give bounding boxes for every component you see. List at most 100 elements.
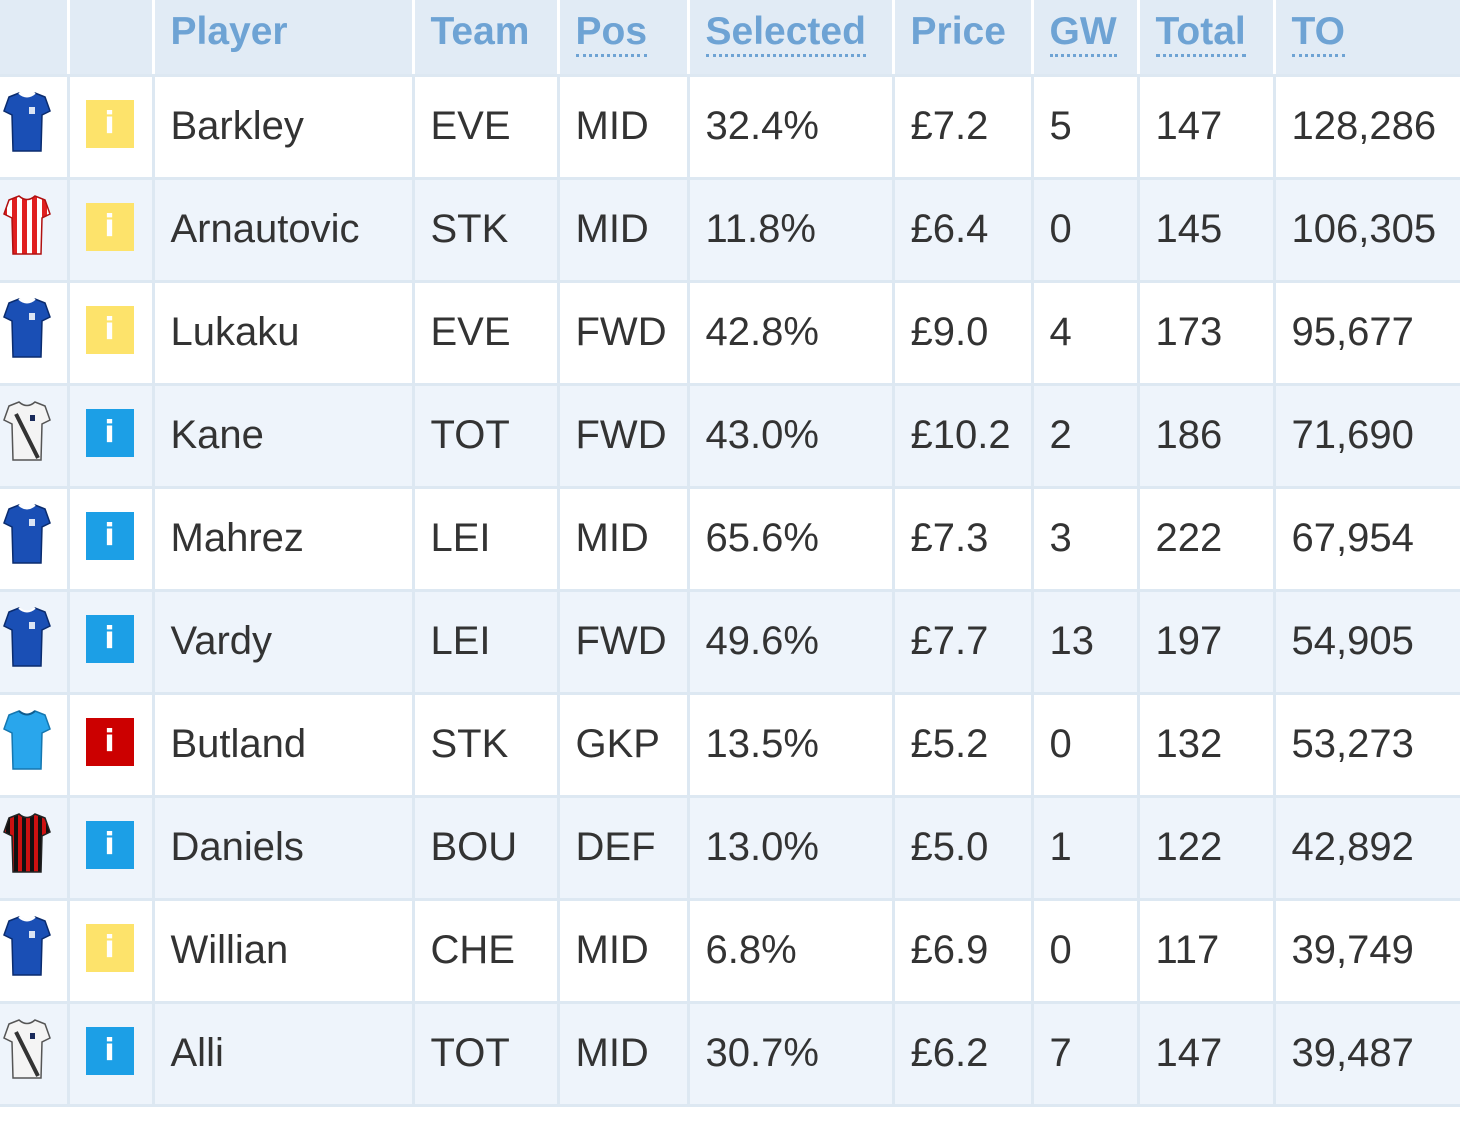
- team-code: LEI: [411, 590, 558, 695]
- table-row: i Vardy LEI FWD 49.6% £7.7 13 197 54,905: [0, 590, 1460, 695]
- player-name[interactable]: Kane: [151, 384, 413, 489]
- position: FWD: [556, 281, 688, 386]
- player-name[interactable]: Mahrez: [151, 487, 413, 592]
- info-icon[interactable]: i: [85, 1026, 134, 1075]
- shirt-cell: [0, 590, 68, 695]
- shirt-cell: [0, 384, 68, 489]
- info-icon[interactable]: i: [85, 717, 134, 766]
- position: MID: [556, 899, 688, 1004]
- shirt-cell: [0, 178, 68, 283]
- stoke-shirt-icon: [2, 194, 67, 262]
- player-name[interactable]: Lukaku: [151, 281, 413, 386]
- selected-percent: 65.6%: [686, 487, 893, 592]
- price: £5.0: [891, 796, 1032, 901]
- team-code: LEI: [411, 487, 558, 592]
- player-name[interactable]: Vardy: [151, 590, 413, 695]
- transfers-out: 128,286: [1272, 75, 1460, 180]
- info-icon[interactable]: i: [85, 614, 134, 663]
- gameweek-points: 13: [1030, 590, 1138, 695]
- total-points: 145: [1136, 178, 1274, 283]
- header-price-label: Price: [910, 10, 1006, 53]
- selected-percent: 13.5%: [686, 693, 893, 798]
- price: £5.2: [891, 693, 1032, 798]
- position: FWD: [556, 590, 688, 695]
- sort-gw-link[interactable]: GW: [1049, 10, 1117, 57]
- player-transfers-table: Player Team Pos Selected Price GW Total …: [0, 0, 1460, 1107]
- team-code: STK: [411, 178, 558, 283]
- transfers-out: 53,273: [1272, 693, 1460, 798]
- price: £7.7: [891, 590, 1032, 695]
- header-team: Team: [411, 0, 558, 77]
- position: MID: [556, 178, 688, 283]
- team-code: EVE: [411, 75, 558, 180]
- info-icon[interactable]: i: [85, 202, 134, 251]
- transfers-out: 42,892: [1272, 796, 1460, 901]
- gameweek-points: 0: [1030, 899, 1138, 1004]
- player-name[interactable]: Butland: [151, 693, 413, 798]
- info-icon[interactable]: i: [85, 408, 134, 457]
- tottenham-shirt-icon: [2, 1018, 67, 1086]
- gameweek-points: 4: [1030, 281, 1138, 386]
- info-cell: i: [66, 384, 153, 489]
- player-name[interactable]: Alli: [151, 1002, 413, 1107]
- header-price: Price: [891, 0, 1032, 77]
- selected-percent: 30.7%: [686, 1002, 893, 1107]
- sort-to-link[interactable]: TO: [1291, 10, 1345, 57]
- header-player: Player: [151, 0, 413, 77]
- total-points: 173: [1136, 281, 1274, 386]
- info-cell: i: [66, 178, 153, 283]
- header-to[interactable]: TO: [1272, 0, 1460, 77]
- sort-selected-link[interactable]: Selected: [705, 10, 866, 57]
- shirt-cell: [0, 693, 68, 798]
- info-icon[interactable]: i: [85, 820, 134, 869]
- info-icon[interactable]: i: [85, 511, 134, 560]
- info-cell: i: [66, 590, 153, 695]
- total-points: 147: [1136, 1002, 1274, 1107]
- player-name[interactable]: Daniels: [151, 796, 413, 901]
- info-icon[interactable]: i: [85, 305, 134, 354]
- price: £7.2: [891, 75, 1032, 180]
- table-row: i Arnautovic STK MID 11.8% £6.4 0 145 10…: [0, 178, 1460, 283]
- gameweek-points: 5: [1030, 75, 1138, 180]
- gameweek-points: 0: [1030, 178, 1138, 283]
- info-cell: i: [66, 487, 153, 592]
- price: £7.3: [891, 487, 1032, 592]
- header-pos[interactable]: Pos: [556, 0, 688, 77]
- selected-percent: 32.4%: [686, 75, 893, 180]
- info-icon[interactable]: i: [85, 99, 134, 148]
- table-header-row: Player Team Pos Selected Price GW Total …: [0, 0, 1460, 77]
- leicester-shirt-icon: [2, 503, 67, 571]
- selected-percent: 42.8%: [686, 281, 893, 386]
- header-total[interactable]: Total: [1136, 0, 1274, 77]
- tottenham-shirt-icon: [2, 400, 67, 468]
- header-shirt: [0, 0, 68, 77]
- player-name[interactable]: Willian: [151, 899, 413, 1004]
- player-name[interactable]: Barkley: [151, 75, 413, 180]
- total-points: 186: [1136, 384, 1274, 489]
- player-name[interactable]: Arnautovic: [151, 178, 413, 283]
- team-code: CHE: [411, 899, 558, 1004]
- header-player-label: Player: [170, 10, 288, 53]
- table-body: i Barkley EVE MID 32.4% £7.2 5 147 128,2…: [0, 75, 1460, 1107]
- gameweek-points: 2: [1030, 384, 1138, 489]
- sort-pos-link[interactable]: Pos: [575, 10, 648, 57]
- total-points: 147: [1136, 75, 1274, 180]
- transfers-out: 95,677: [1272, 281, 1460, 386]
- transfers-out: 54,905: [1272, 590, 1460, 695]
- team-code: TOT: [411, 1002, 558, 1107]
- transfers-out: 39,487: [1272, 1002, 1460, 1107]
- price: £6.4: [891, 178, 1032, 283]
- sort-total-link[interactable]: Total: [1155, 10, 1246, 57]
- info-cell: i: [66, 796, 153, 901]
- table-row: i Mahrez LEI MID 65.6% £7.3 3 222 67,954: [0, 487, 1460, 592]
- header-selected[interactable]: Selected: [686, 0, 893, 77]
- table-row: i Butland STK GKP 13.5% £5.2 0 132 53,27…: [0, 693, 1460, 798]
- header-gw[interactable]: GW: [1030, 0, 1138, 77]
- everton-shirt-icon: [2, 297, 67, 365]
- table-row: i Lukaku EVE FWD 42.8% £9.0 4 173 95,677: [0, 281, 1460, 386]
- shirt-cell: [0, 487, 68, 592]
- info-icon[interactable]: i: [85, 923, 134, 972]
- bournemouth-shirt-icon: [2, 812, 67, 880]
- gameweek-points: 3: [1030, 487, 1138, 592]
- shirt-cell: [0, 1002, 68, 1107]
